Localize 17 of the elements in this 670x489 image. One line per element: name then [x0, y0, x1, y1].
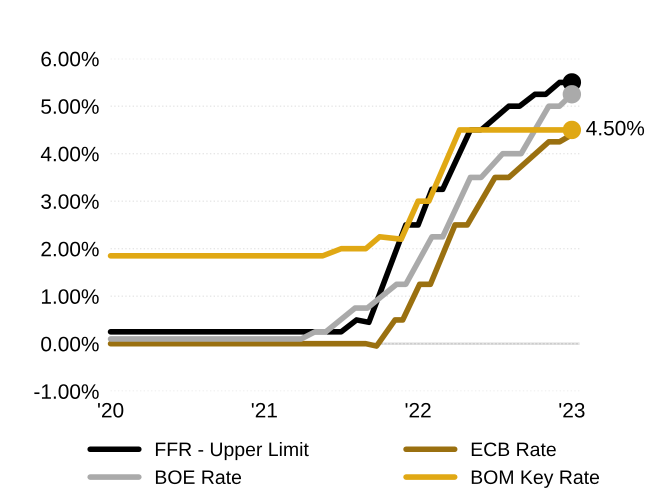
- x-tick-label: '22: [406, 402, 431, 418]
- annotation: 4.50%: [586, 120, 644, 136]
- y-tick-label: 0.00%: [41, 336, 99, 352]
- y-tick-label: 6.00%: [41, 52, 99, 66]
- legend-label: FFR - Upper Limit: [156, 442, 309, 460]
- y-tick-label: 1.00%: [42, 289, 99, 304]
- y-tick-label: 4.00%: [40, 146, 99, 162]
- y-tick-label: 2.00%: [41, 242, 99, 256]
- x-tick-label: '20: [98, 402, 124, 418]
- y-tick-label: 3.00%: [41, 194, 99, 209]
- x-tick-label: '21: [252, 402, 277, 418]
- legend-label: BOE Rate: [156, 470, 242, 484]
- x-tick-label: '23: [559, 402, 585, 418]
- legend-label: BOM Key Rate: [472, 470, 600, 488]
- y-tick-label: -1.00%: [34, 384, 99, 399]
- legend-label: ECB Rate: [472, 442, 556, 456]
- y-tick-label: 5.00%: [41, 99, 99, 114]
